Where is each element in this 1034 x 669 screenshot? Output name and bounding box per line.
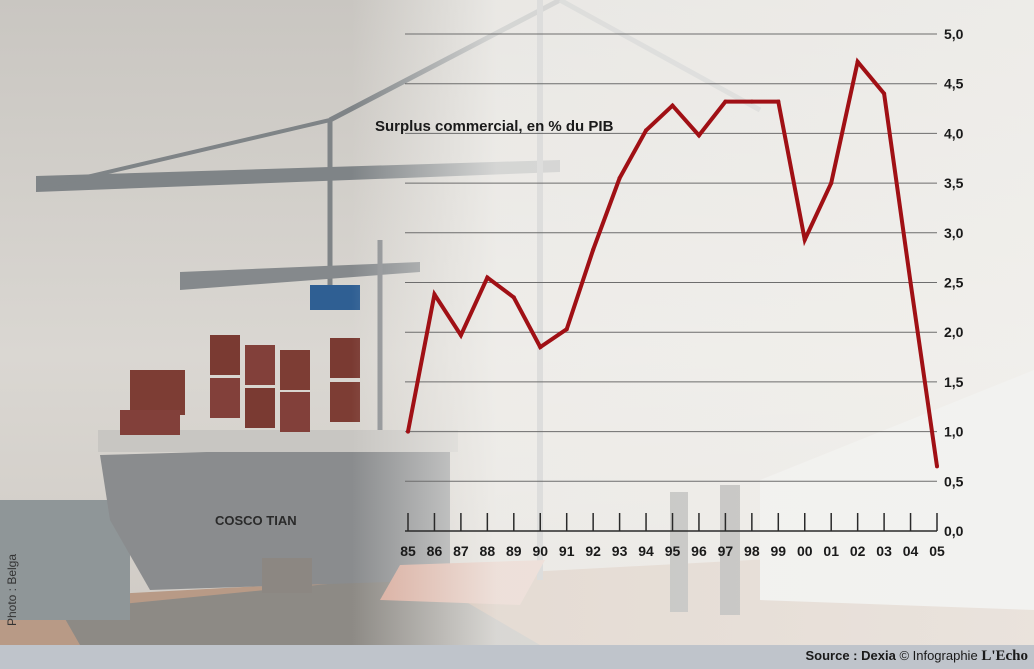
chart-gridlines [405, 33, 937, 482]
x-tick-label: 96 [691, 543, 707, 559]
x-tick-label: 01 [823, 543, 839, 559]
data-point [670, 103, 675, 108]
x-tick-label: 04 [903, 543, 919, 559]
data-point [538, 345, 543, 350]
source-line: Source : Dexia © Infographie L'Echo [805, 648, 1028, 665]
x-tick-label: 86 [427, 543, 443, 559]
x-tick-label: 97 [718, 543, 734, 559]
data-point [458, 333, 463, 338]
x-tick-label: 94 [638, 543, 654, 559]
y-tick-label: 1,0 [944, 424, 964, 440]
chart-y-tick-labels: 0,0 0,5 1,0 1,5 2,0 2,5 3,0 3,5 4,0 4,5 5,0 [944, 26, 964, 539]
x-tick-label: 98 [744, 543, 760, 559]
chart-title: Surplus commercial, en % du PIB [375, 118, 614, 135]
y-tick-label: 5,0 [944, 26, 964, 42]
data-point [935, 464, 939, 469]
data-point [406, 429, 410, 434]
x-tick-label: 90 [532, 543, 548, 559]
y-tick-label: 1,5 [944, 374, 964, 390]
data-point [749, 99, 754, 104]
y-tick-label: 4,5 [944, 76, 964, 92]
x-tick-label: 89 [506, 543, 522, 559]
x-tick-label: 93 [612, 543, 628, 559]
data-point [432, 292, 437, 297]
y-tick-label: 2,0 [944, 324, 964, 340]
data-point [776, 99, 781, 104]
x-tick-label: 02 [850, 543, 866, 559]
x-tick-label: 85 [400, 543, 416, 559]
x-tick-label: 03 [876, 543, 892, 559]
y-tick-label: 3,0 [944, 225, 964, 241]
data-point [485, 275, 490, 280]
data-point [617, 176, 622, 181]
x-tick-label: 95 [665, 543, 681, 559]
y-tick-label: 4,0 [944, 125, 964, 141]
x-tick-label: 87 [453, 543, 469, 559]
x-tick-label: 91 [559, 543, 575, 559]
data-point [802, 237, 807, 242]
chart-x-axis [405, 513, 938, 532]
data-point [564, 327, 569, 332]
x-tick-label: 00 [797, 543, 813, 559]
data-point [723, 99, 728, 104]
y-tick-label: 3,5 [944, 175, 964, 191]
x-tick-label: 05 [929, 543, 945, 559]
infographie-label: © Infographie [899, 648, 978, 663]
data-point [908, 280, 913, 285]
data-point [829, 181, 834, 186]
photo-credit: Photo : Belga [2, 539, 22, 641]
y-tick-label: 2,5 [944, 275, 964, 291]
chart-x-tick-labels: 85 86 87 88 89 90 91 92 93 94 95 96 97 98 99 00 01 02 03 04… [400, 543, 945, 559]
source-label: Source : Dexia [805, 648, 896, 663]
y-tick-label: 0,0 [944, 523, 964, 539]
footer-bar: Source : Dexia © Infographie L'Echo [0, 645, 1034, 669]
data-point [855, 59, 860, 64]
data-point [882, 91, 887, 96]
x-tick-label: 88 [480, 543, 496, 559]
data-point [644, 128, 649, 133]
data-point [511, 295, 516, 300]
y-tick-label: 0,5 [944, 473, 964, 489]
x-tick-label: 92 [585, 543, 601, 559]
photo-credit-text: Photo : Belga [5, 553, 19, 627]
data-point [591, 247, 596, 252]
data-point [696, 133, 701, 138]
x-tick-label: 99 [771, 543, 787, 559]
chart-data-points [406, 59, 939, 469]
brand-logo: L'Echo [981, 648, 1028, 664]
